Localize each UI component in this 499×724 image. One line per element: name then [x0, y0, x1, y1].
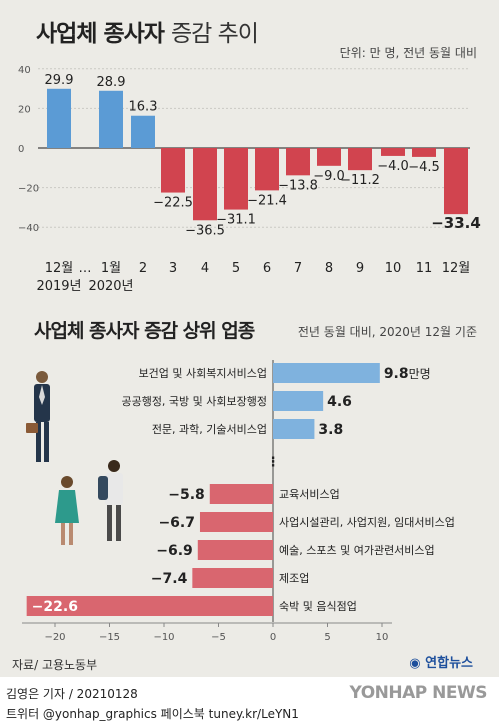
bar — [348, 148, 372, 171]
bar-value-label: −4.0 — [377, 159, 409, 174]
x-tick-label: 0 — [270, 632, 276, 643]
bar — [412, 148, 436, 157]
chart1-title: 사업체 종사자 증감 추이 — [36, 21, 259, 47]
hbar-value-label: −6.9 — [156, 543, 193, 559]
bar — [286, 148, 310, 176]
bar — [99, 90, 123, 148]
social-links: 트위터 @yonhap_graphics 페이스북 tuney.kr/LeYN1 — [6, 707, 299, 721]
bar — [161, 148, 185, 193]
y-tick-label: −40 — [18, 223, 39, 234]
y-tick-label: 40 — [18, 65, 31, 76]
x-tick-label: 5 — [324, 632, 330, 643]
bar — [47, 88, 71, 148]
woman-illustration — [55, 476, 79, 545]
hbar-value-label: 3.8 — [318, 422, 343, 438]
chart2-title: 사업체 종사자 증감 상위 업종 — [34, 320, 255, 342]
hbar-category-label: 보건업 및 사회복지서비스업 — [139, 367, 267, 380]
hbar-value-label: 4.6 — [327, 394, 352, 410]
x-tick-label: 10 — [376, 632, 389, 643]
hbar — [273, 419, 315, 439]
x-tick-label-year: 2019년 — [36, 279, 81, 294]
hbar — [209, 484, 273, 504]
bar-value-label: −11.2 — [340, 173, 380, 188]
x-tick-label: 1월 — [101, 261, 121, 276]
hbar — [273, 391, 324, 411]
hbar-category-label: 교육서비스업 — [279, 488, 340, 501]
hbar-category-label: 사업시설관리, 사업지원, 임대서비스업 — [279, 516, 455, 529]
bar-value-label: 16.3 — [129, 100, 158, 115]
x-tick-label: 12월 — [45, 261, 74, 276]
bar-value-label: −22.5 — [153, 196, 193, 211]
bar-value-label: 28.9 — [97, 75, 126, 90]
hbar-value-label: −22.6 — [32, 599, 78, 615]
x-tick-label: −5 — [211, 632, 226, 643]
hbar-category-label: 예술, 스포츠 및 여가관련서비스업 — [279, 544, 435, 557]
yonhap-news-brand: YONHAP NEWS — [349, 683, 488, 703]
hbar — [26, 596, 273, 616]
y-tick-label: 20 — [18, 104, 31, 115]
x-tick-label: 10 — [385, 261, 402, 276]
bar — [255, 148, 279, 191]
hbar — [197, 540, 273, 560]
bar-value-label: −4.5 — [408, 160, 440, 175]
hbar-value-label: −5.8 — [168, 487, 205, 503]
footer-bar — [0, 677, 499, 724]
bar — [131, 115, 155, 148]
bar — [193, 148, 217, 221]
hbar-category-label: 전문, 과학, 기술서비스업 — [152, 423, 267, 436]
bar — [224, 148, 248, 210]
x-tick-label: 11 — [416, 261, 433, 276]
x-tick-label: −10 — [153, 632, 174, 643]
x-tick-label: 7 — [294, 261, 302, 276]
bar-value-label: 29.9 — [45, 73, 74, 88]
x-tick-label: −15 — [99, 632, 120, 643]
businessman-illustration — [26, 371, 50, 462]
x-tick-label: 8 — [325, 261, 333, 276]
bar-value-label: −9.0 — [313, 169, 345, 184]
y-tick-label: −20 — [18, 184, 39, 195]
bar-value-label: −36.5 — [185, 223, 225, 238]
hbar — [199, 512, 273, 532]
x-tick-label: 2 — [139, 261, 147, 276]
bar-value-label: −13.8 — [278, 178, 318, 193]
bar — [317, 148, 341, 166]
bar — [444, 148, 468, 215]
hbar — [273, 363, 380, 383]
bar-value-label: −21.4 — [247, 193, 287, 208]
x-tick-label: 5 — [232, 261, 240, 276]
hbar-category-label: 숙박 및 음식점업 — [279, 600, 357, 613]
chart2-unit: 전년 동월 대비, 2020년 12월 기준 — [297, 325, 477, 339]
x-tick-label: 12월 — [442, 261, 471, 276]
bar-value-label: −31.1 — [216, 213, 256, 228]
bar-value-label: −33.4 — [431, 214, 481, 232]
x-tick-label-year: 2020년 — [88, 279, 133, 294]
x-tick-label: 4 — [201, 261, 209, 276]
yonhap-logo: ◉ 연합뉴스 — [409, 656, 473, 671]
hbar-category-label: 제조업 — [279, 572, 309, 585]
x-tick-label: 9 — [356, 261, 364, 276]
y-tick-label: 0 — [18, 144, 24, 155]
hbar-value-label: −6.7 — [158, 515, 195, 531]
x-tick-label: 6 — [263, 261, 271, 276]
man-with-backpack-illustration — [98, 460, 123, 541]
hbar — [192, 568, 273, 588]
source-note: 자료/ 고용노동부 — [12, 658, 98, 672]
axis-gap-marker: … — [79, 261, 92, 276]
bar — [381, 148, 405, 156]
x-tick-label: 3 — [169, 261, 177, 276]
hbar-value-label: −7.4 — [151, 571, 188, 587]
hbar-category-label: 공공행정, 국방 및 사회보장행정 — [121, 395, 267, 408]
x-tick-label: −20 — [44, 632, 65, 643]
row-gap-marker: ⋮ — [267, 455, 280, 470]
hbar-value-label: 9.8만명 — [384, 366, 431, 382]
chart1-unit: 단위: 만 명, 전년 동월 대비 — [339, 46, 477, 60]
byline: 김영은 기자 / 20210128 — [6, 687, 138, 701]
